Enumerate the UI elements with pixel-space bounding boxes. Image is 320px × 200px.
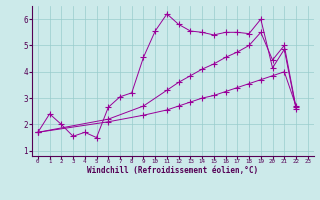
X-axis label: Windchill (Refroidissement éolien,°C): Windchill (Refroidissement éolien,°C)	[87, 166, 258, 175]
